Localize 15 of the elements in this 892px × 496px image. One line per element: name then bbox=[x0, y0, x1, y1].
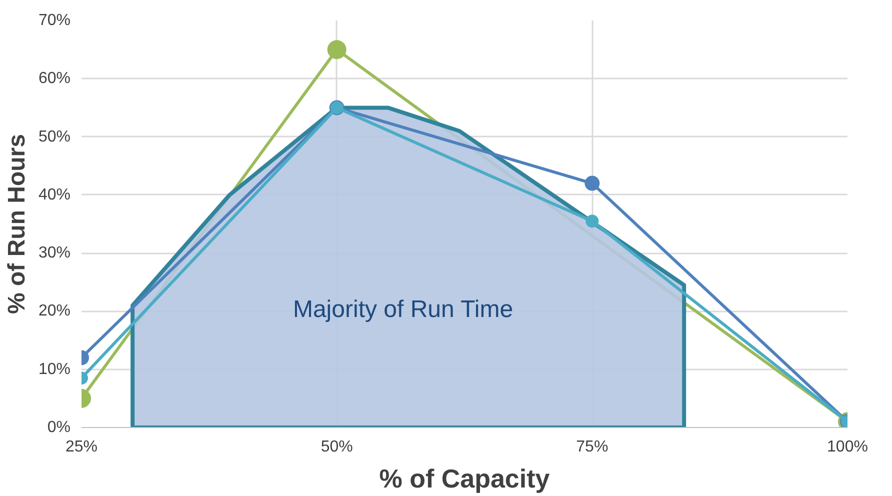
y-tick-label: 70% bbox=[38, 12, 71, 29]
y-tick-label: 60% bbox=[38, 70, 71, 88]
x-tick-label: 75% bbox=[576, 438, 608, 456]
y-tick-label: 10% bbox=[38, 360, 71, 378]
y-axis-title: % of Run Hours bbox=[3, 134, 30, 314]
y-tick-label: 30% bbox=[38, 244, 71, 262]
y-tick-label: 20% bbox=[38, 302, 71, 320]
y-tick-label: 50% bbox=[38, 128, 71, 146]
x-tick-label: 25% bbox=[65, 438, 98, 456]
y-tick-label: 0% bbox=[47, 419, 70, 436]
annotation: Majority of Run Time bbox=[292, 296, 514, 323]
x-axis-title: % of Capacity bbox=[379, 464, 550, 494]
y-tick-label: 40% bbox=[38, 186, 71, 204]
x-tick-label: 50% bbox=[320, 438, 353, 456]
x-tick-label: 100% bbox=[827, 438, 868, 456]
